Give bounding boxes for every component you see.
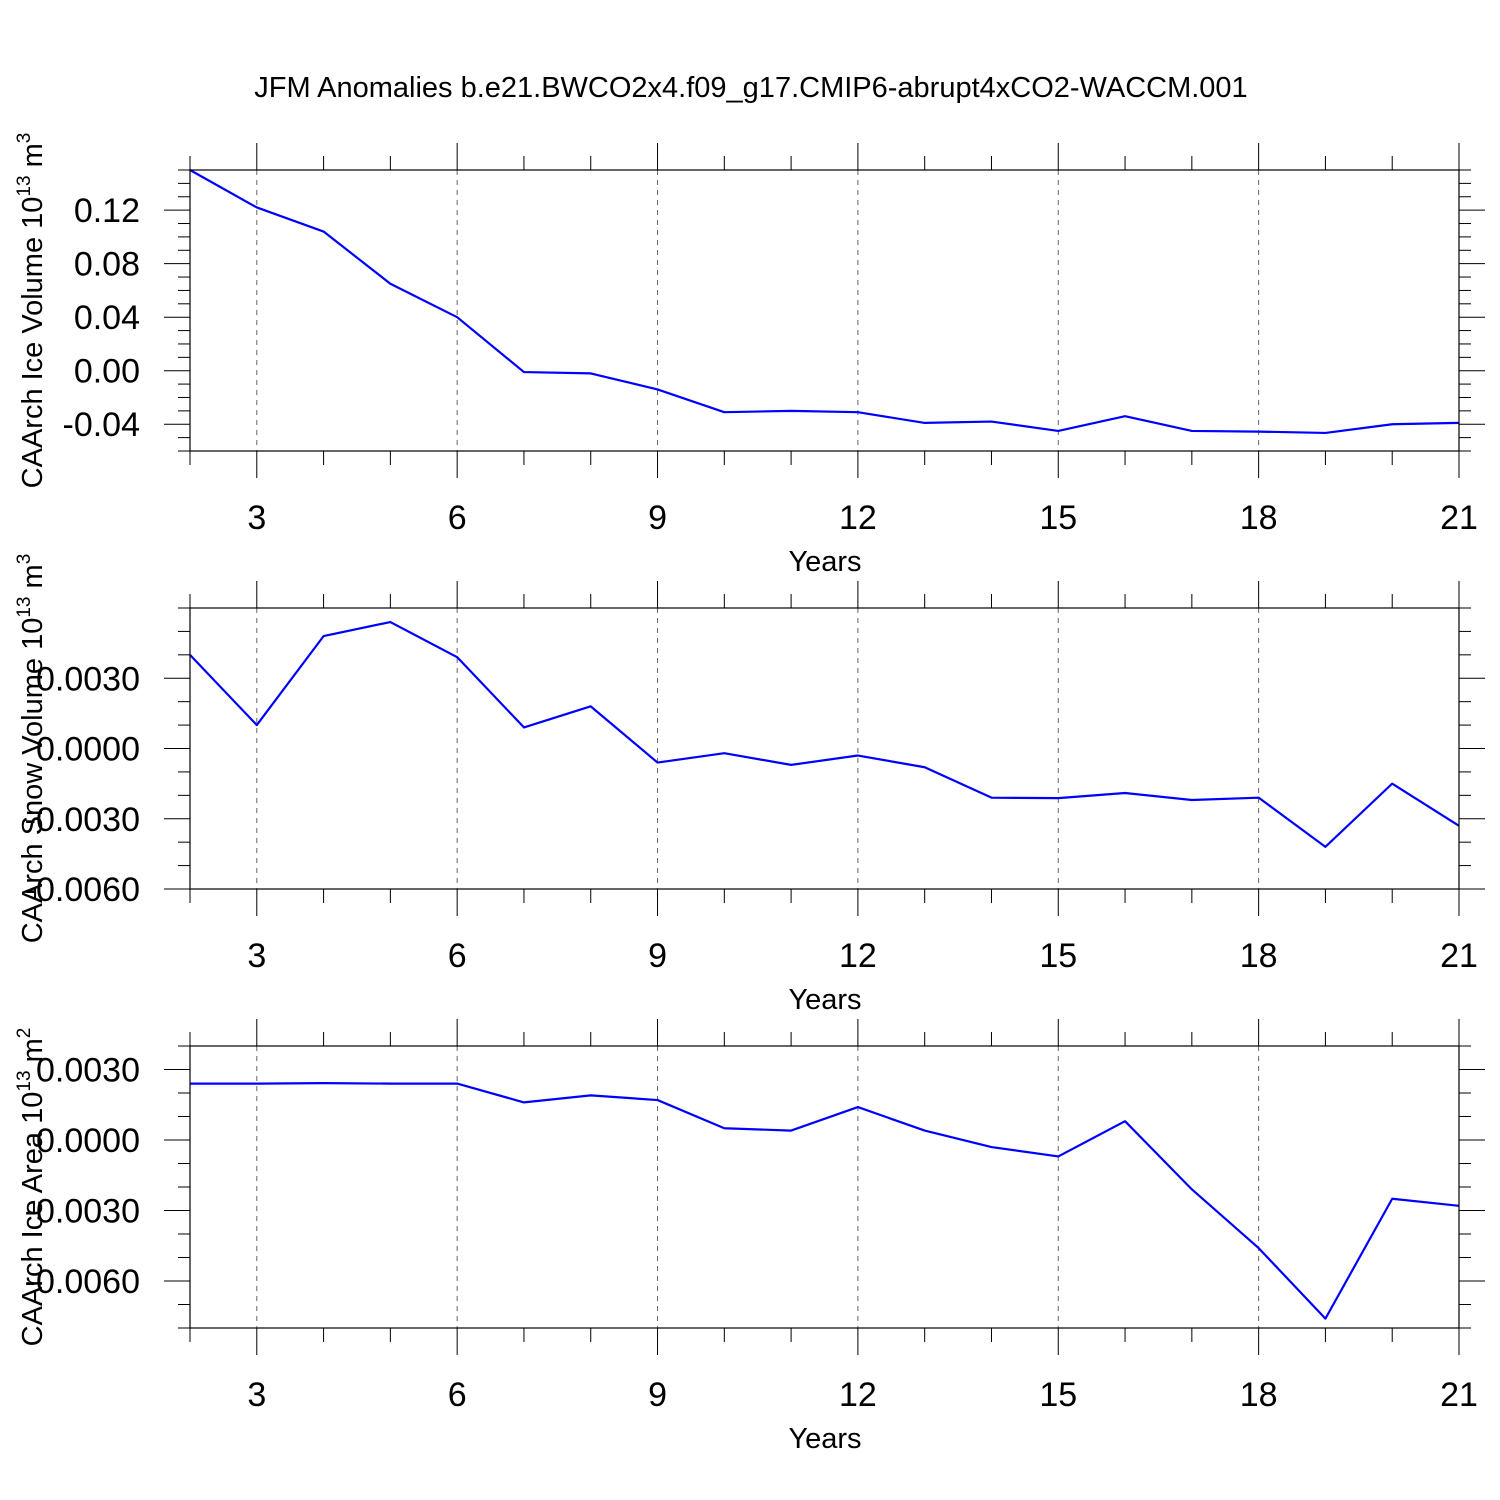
data-line [190,1082,1460,1320]
x-tick-label: 6 [448,937,467,975]
y-axis-label-sup: 13 [14,175,35,196]
x-tick-label: 3 [247,1376,266,1414]
x-tick-label: 12 [839,1376,877,1414]
data-line [189,620,1460,848]
x-tick-label: 21 [1440,1376,1478,1414]
y-tick-label: -0.04 [63,406,141,444]
chart-panel-1: -0.04 0.00 0.04 0.08 0.12 3 6 9 12 15 18 21 Years CAA… [14,133,1485,578]
y-axis-label-sup2: 2 [14,1028,35,1039]
x-tick-label: 18 [1240,1376,1278,1414]
y-tick-label: -0.0030 [25,801,140,839]
data-line [189,169,1460,435]
y-axis-label-text: CAArch Ice Volume 10 [17,197,49,489]
x-tick-label: 18 [1240,499,1278,537]
x-tick-label: 9 [648,499,667,537]
x-tick-label: 9 [648,937,667,975]
y-axis-label-sup2: 3 [14,554,35,565]
chart-title: JFM Anomalies b.e21.BWCO2x4.f09_g17.CMIP… [254,72,1247,104]
x-tick-label: 15 [1039,499,1077,537]
y-tick-label: 0.0000 [36,731,140,769]
x-axis-label: Years [788,1423,861,1455]
x-tick-label: 15 [1039,937,1077,975]
y-tick-label: 0.0030 [36,1052,140,1090]
x-tick-label: 12 [839,937,877,975]
x-tick-label: 6 [448,1376,467,1414]
plot-frame [189,169,1460,452]
chart-panels: -0.04 0.00 0.04 0.08 0.12 3 6 9 12 15 18 21 Years CAA… [14,133,1485,1455]
x-tick-label: 3 [247,937,266,975]
plot-frame [189,607,1460,890]
y-axis-label: CAArch Ice Area 1013 m2 [14,1028,49,1347]
y-tick-label: -0.0030 [25,1193,140,1231]
x-tick-label: 9 [648,1376,667,1414]
y-tick-label: 0.12 [74,192,140,230]
y-tick-label: -0.0060 [25,871,140,909]
y-tick-label: -0.0060 [25,1263,140,1301]
y-tick-label: 0.00 [74,353,140,391]
chart-panel-2: -0.0060 -0.0030 0.0000 0.0030 3 6 9 12 15 18 21 Yea… [14,554,1485,1016]
y-tick-label: 0.0030 [36,660,140,698]
x-axis-label: Years [788,984,861,1016]
y-axis-label-sup: 13 [14,1070,35,1091]
y-axis-label-unit: m [17,143,49,175]
chart-panel-3: -0.0060 -0.0030 0.0000 0.0030 3 6 9 12 15 18 21 Yea… [14,1019,1485,1455]
y-axis-label-unit: m [17,564,49,596]
y-axis-label: CAArch Ice Volume 1013 m3 [14,133,49,489]
y-axis-label-sup: 13 [14,597,35,618]
x-tick-label: 6 [448,499,467,537]
y-tick-label: 0.08 [74,246,140,284]
x-tick-label: 21 [1440,937,1478,975]
y-axis-label-text: CAArch Ice Area 10 [17,1092,49,1347]
y-tick-label: 0.04 [74,299,140,337]
y-axis-label-sup2: 3 [14,133,35,144]
x-axis-label: Years [788,546,861,578]
x-tick-label: 15 [1039,1376,1077,1414]
x-tick-label: 18 [1240,937,1278,975]
plot-frame [189,1045,1460,1329]
y-axis-label-text: CAArch Snow Volume 10 [17,618,49,944]
y-axis-label-unit: m [17,1038,49,1070]
x-tick-label: 12 [839,499,877,537]
y-axis-label: CAArch Snow Volume 1013 m3 [14,554,49,944]
x-tick-label: 3 [247,499,266,537]
y-tick-label: 0.0000 [36,1122,140,1160]
x-tick-label: 21 [1440,499,1478,537]
